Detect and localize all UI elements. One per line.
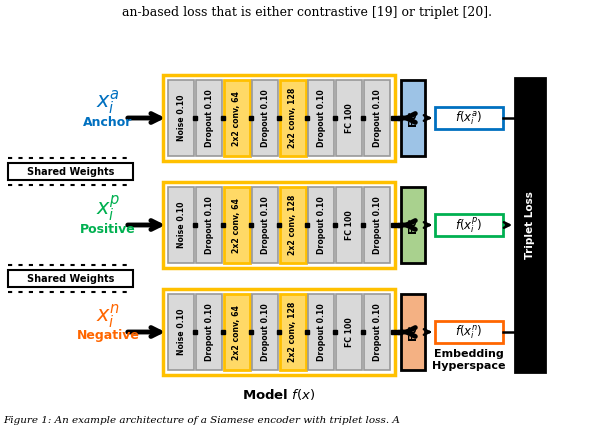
Text: Dropout 0.10: Dropout 0.10 — [204, 89, 214, 147]
Text: FC: FC — [408, 110, 418, 126]
Bar — [168, 294, 194, 370]
Bar — [8, 270, 133, 287]
Bar — [163, 182, 395, 268]
Text: Shared Weights: Shared Weights — [27, 166, 114, 176]
Text: Figure 1: An example architecture of a Siamese encoder with triplet loss. A: Figure 1: An example architecture of a S… — [3, 416, 400, 425]
Text: 2x2 conv, 128: 2x2 conv, 128 — [289, 88, 298, 148]
Bar — [168, 187, 194, 263]
Bar — [224, 294, 250, 370]
Text: $f(x_i^a)$: $f(x_i^a)$ — [456, 109, 483, 127]
Bar — [252, 294, 278, 370]
Bar — [401, 187, 425, 263]
Text: Dropout 0.10: Dropout 0.10 — [373, 303, 381, 361]
Bar — [280, 80, 306, 156]
Text: 2x2 conv, 64: 2x2 conv, 64 — [233, 304, 241, 360]
Text: Dropout 0.10: Dropout 0.10 — [373, 196, 381, 254]
Bar — [336, 80, 362, 156]
Text: Triplet Loss: Triplet Loss — [525, 191, 535, 259]
Text: Dropout 0.10: Dropout 0.10 — [260, 303, 270, 361]
Bar — [280, 187, 306, 263]
Text: Dropout 0.10: Dropout 0.10 — [260, 89, 270, 147]
Text: Dropout 0.10: Dropout 0.10 — [316, 303, 325, 361]
Bar — [196, 80, 222, 156]
Text: FC 100: FC 100 — [344, 210, 354, 240]
Bar — [435, 107, 503, 129]
Bar — [224, 187, 250, 263]
Bar — [308, 294, 334, 370]
Text: Shared Weights: Shared Weights — [27, 273, 114, 283]
Text: Dropout 0.10: Dropout 0.10 — [316, 196, 325, 254]
Text: Positive: Positive — [80, 223, 136, 235]
Bar — [515, 78, 545, 372]
Text: $f(x_i^n)$: $f(x_i^n)$ — [456, 323, 483, 341]
Text: Dropout 0.10: Dropout 0.10 — [260, 196, 270, 254]
Text: Noise 0.10: Noise 0.10 — [176, 202, 185, 248]
Text: Anchor: Anchor — [84, 116, 133, 128]
Text: Model $f(x)$: Model $f(x)$ — [242, 387, 316, 402]
Text: 2x2 conv, 128: 2x2 conv, 128 — [289, 302, 298, 362]
Text: $x_i^n$: $x_i^n$ — [96, 302, 120, 330]
Bar — [364, 187, 390, 263]
Text: 2x2 conv, 64: 2x2 conv, 64 — [233, 197, 241, 253]
Bar — [336, 187, 362, 263]
Bar — [168, 80, 194, 156]
Bar — [364, 294, 390, 370]
Bar — [435, 321, 503, 343]
Bar — [163, 289, 395, 375]
Text: 2x2 conv, 64: 2x2 conv, 64 — [233, 90, 241, 146]
Text: $x_i^a$: $x_i^a$ — [96, 88, 120, 116]
Text: Dropout 0.10: Dropout 0.10 — [204, 303, 214, 361]
Bar — [308, 187, 334, 263]
Bar — [364, 80, 390, 156]
Text: Noise 0.10: Noise 0.10 — [176, 95, 185, 141]
Text: $f(x_i^p)$: $f(x_i^p)$ — [456, 215, 483, 235]
Bar — [308, 80, 334, 156]
Bar — [252, 80, 278, 156]
Text: an-based loss that is either contrastive [19] or triplet [20].: an-based loss that is either contrastive… — [122, 6, 492, 19]
Bar — [8, 163, 133, 180]
Bar — [224, 80, 250, 156]
Bar — [252, 187, 278, 263]
Text: 2x2 conv, 128: 2x2 conv, 128 — [289, 195, 298, 255]
Text: FC 100: FC 100 — [344, 317, 354, 347]
Bar — [336, 294, 362, 370]
Text: Noise 0.10: Noise 0.10 — [176, 309, 185, 355]
Text: FC: FC — [408, 324, 418, 340]
Bar — [196, 187, 222, 263]
Bar — [401, 80, 425, 156]
Text: FC 100: FC 100 — [344, 103, 354, 133]
Bar — [435, 214, 503, 236]
Text: Dropout 0.10: Dropout 0.10 — [204, 196, 214, 254]
Text: Dropout 0.10: Dropout 0.10 — [373, 89, 381, 147]
Text: Embedding
Hyperspace: Embedding Hyperspace — [432, 349, 506, 372]
Text: FC: FC — [408, 217, 418, 233]
Bar — [401, 294, 425, 370]
Text: Dropout 0.10: Dropout 0.10 — [316, 89, 325, 147]
Text: $x_i^p$: $x_i^p$ — [96, 194, 120, 224]
Bar — [163, 75, 395, 161]
Bar — [280, 294, 306, 370]
Bar — [196, 294, 222, 370]
Text: Negative: Negative — [77, 330, 139, 342]
